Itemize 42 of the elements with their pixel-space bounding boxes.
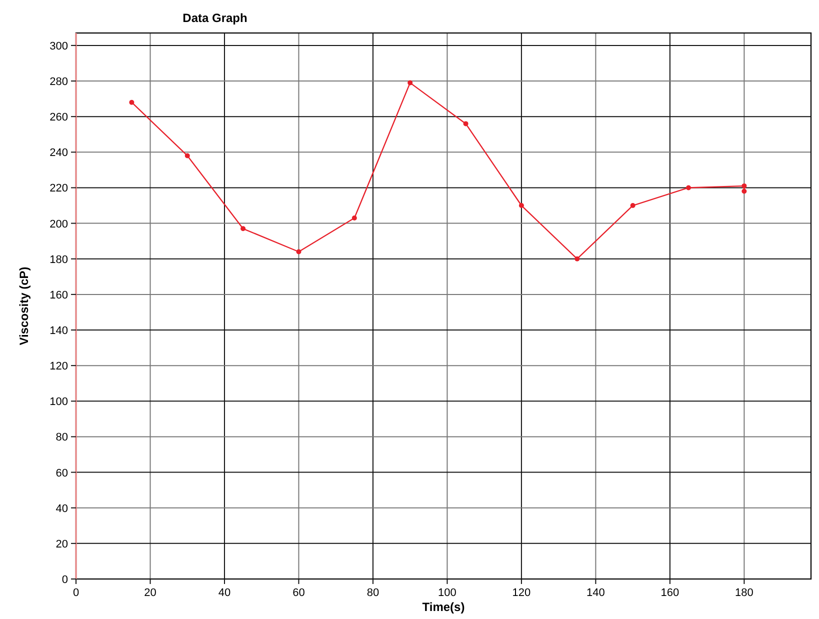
point: [742, 188, 747, 194]
y-tick-label: 240: [50, 147, 68, 160]
point: [518, 203, 524, 208]
point: [296, 249, 302, 254]
point: [184, 153, 190, 158]
x-axis-title: Time(s): [422, 600, 465, 614]
x-tick-label: 20: [144, 587, 156, 599]
point: [742, 183, 747, 188]
y-tick-label: 180: [50, 254, 68, 266]
y-tick-label: 20: [56, 538, 68, 550]
y-tick-label: 280: [50, 76, 68, 88]
y-tick-label: 260: [50, 112, 68, 124]
point: [129, 100, 134, 105]
y-tick-label: 80: [56, 432, 68, 444]
point: [463, 121, 468, 126]
point: [686, 185, 691, 190]
x-tick-label: 0: [72, 587, 80, 599]
y-tick-label: 220: [50, 182, 68, 195]
point: [352, 215, 357, 220]
y-tick-label: 160: [50, 289, 68, 302]
y-tick-label: 40: [56, 502, 68, 515]
y-tick-label: 300: [50, 40, 68, 52]
point: [630, 203, 636, 208]
x-tick-label: 140: [586, 587, 605, 599]
point: [240, 226, 246, 232]
x-tick-label: 60: [292, 587, 305, 599]
y-tick-label: 100: [50, 396, 68, 408]
point: [574, 256, 580, 262]
y-tick-label: 0: [62, 574, 68, 586]
y-tick-label: 200: [50, 218, 68, 230]
y-axis-title: Viscosity (cP): [17, 266, 31, 346]
x-tick-label: 100: [438, 587, 456, 599]
y-tick-label: 60: [56, 467, 68, 480]
point: [408, 80, 413, 86]
x-tick-label: 120: [512, 587, 531, 599]
y-tick-label: 120: [50, 360, 68, 373]
x-tick-label: 80: [366, 587, 380, 599]
x-tick-label: 160: [660, 587, 680, 599]
chart-title: Data Graph: [182, 11, 248, 25]
x-tick-label: 40: [218, 587, 231, 599]
x-tick-label: 180: [735, 587, 754, 599]
y-tick-label: 140: [50, 325, 68, 338]
